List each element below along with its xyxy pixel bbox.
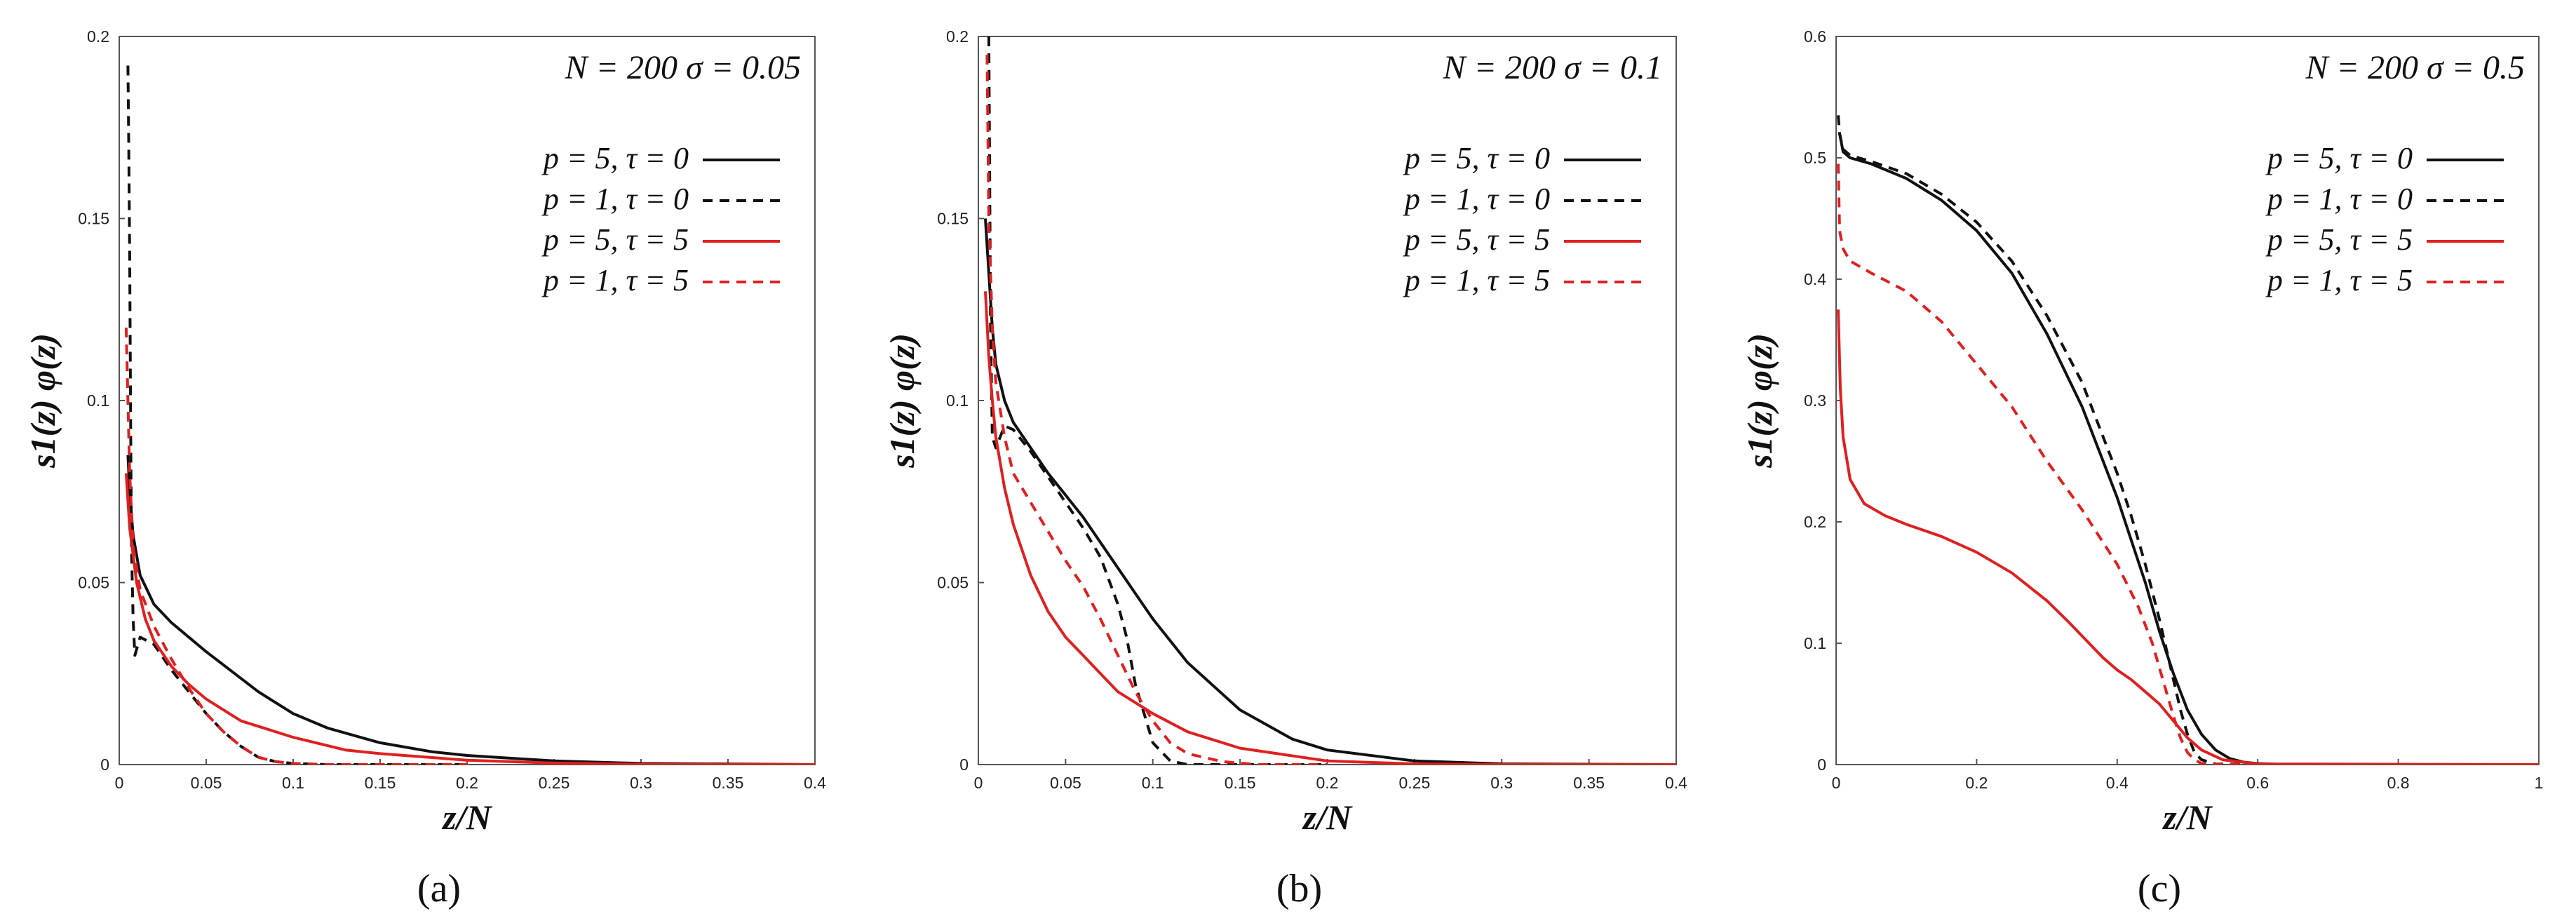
x-tick-label: 0.6 <box>2246 774 2269 792</box>
x-tick-label: 0.35 <box>713 774 744 792</box>
legend: p = 5, τ = 0 p = 1, τ = 0 p = 5, τ = 5 p = … <box>2265 141 2504 297</box>
legend-entry-4: p = 1, τ = 5 <box>1403 263 1550 297</box>
legend-entry-1: p = 5, τ = 0 <box>1403 141 1550 175</box>
x-tick-label: 0.05 <box>1050 774 1081 792</box>
x-tick-label: 0 <box>974 774 983 792</box>
series-line-2 <box>987 36 1328 765</box>
y-axis-label: s1(z) φ(z) <box>882 333 922 469</box>
series-line-1 <box>126 455 815 765</box>
x-tick-label: 0.1 <box>1142 774 1164 792</box>
x-tick-label: 0.35 <box>1573 774 1605 792</box>
y-axis-label: s1(z) φ(z) <box>23 333 62 469</box>
x-tick-label: 0.2 <box>1965 774 1988 792</box>
panel-annotation: N = 200 σ = 0.5 <box>2305 49 2525 86</box>
x-tick-label: 0.4 <box>2106 774 2129 792</box>
plot-area <box>124 65 815 765</box>
series-line-2 <box>1837 115 2539 765</box>
series-line-4 <box>124 328 467 765</box>
legend-entry-2: p = 1, τ = 0 <box>1403 182 1550 216</box>
legend-entry-2: p = 1, τ = 0 <box>541 182 689 216</box>
chart-panel-1: 0 0.05 0.1 0.15 0.2 0.25 0.3 0.35 0.4 0 0.05 0.1 0.1… <box>23 27 826 910</box>
y-tick-label: 0.3 <box>1804 391 1826 410</box>
y-tick-label: 0.2 <box>946 27 969 46</box>
y-tick-label: 0.05 <box>78 574 109 592</box>
series-line-1 <box>984 218 1676 765</box>
x-tick-label: 0.2 <box>1316 774 1339 792</box>
plot-area <box>1837 115 2539 765</box>
legend-entry-2: p = 1, τ = 0 <box>2265 182 2413 216</box>
chart-panel-3: 0 0.2 0.4 0.6 0.8 1 0 0.1 0.2 0.3 0.4 0.5 0.6 z/N s1(z… <box>1740 27 2543 910</box>
legend: p = 5, τ = 0 p = 1, τ = 0 p = 5, τ = 5 p = … <box>541 141 780 297</box>
y-tick-label: 0.1 <box>87 391 109 410</box>
legend-entry-3: p = 5, τ = 5 <box>2265 222 2413 257</box>
y-tick-label: 0 <box>1817 755 1826 774</box>
plot-frame <box>1835 36 2540 765</box>
series-line-2 <box>126 65 467 765</box>
y-tick-label: 0 <box>100 755 109 774</box>
legend-entry-1: p = 5, τ = 0 <box>541 141 689 175</box>
legend-entry-1: p = 5, τ = 0 <box>2265 141 2413 175</box>
x-tick-label: 0.4 <box>804 774 826 792</box>
series-line-4 <box>1837 163 2539 765</box>
legend-entry-4: p = 1, τ = 5 <box>541 263 689 297</box>
y-tick-label: 0 <box>959 755 969 774</box>
y-tick-label: 0.5 <box>1804 149 1826 167</box>
y-tick-label: 0.15 <box>937 210 969 228</box>
y-tick-label: 0.05 <box>937 574 969 592</box>
series-line-1 <box>1838 133 2539 765</box>
x-tick-label: 0.2 <box>456 774 478 792</box>
x-axis-label: z/N <box>2162 798 2213 837</box>
x-tick-label: 0.15 <box>365 774 396 792</box>
y-tick-label: 0.15 <box>78 210 109 228</box>
panel-label: (b) <box>1276 867 1322 910</box>
y-tick-label: 0.2 <box>1804 513 1826 531</box>
legend-entry-3: p = 5, τ = 5 <box>541 222 689 257</box>
panel-annotation: N = 200 σ = 0.05 <box>565 49 801 86</box>
series-line-3 <box>1837 309 2539 765</box>
y-tick-label: 0.6 <box>1804 27 1826 46</box>
x-axis-label: z/N <box>441 798 492 837</box>
x-tick-label: 0.1 <box>282 774 304 792</box>
x-tick-label: 0.15 <box>1225 774 1256 792</box>
series-line-4 <box>985 54 1328 765</box>
legend: p = 5, τ = 0 p = 1, τ = 0 p = 5, τ = 5 p = … <box>1403 141 1641 297</box>
x-tick-label: 0 <box>1832 774 1841 792</box>
x-tick-label: 0 <box>115 774 124 792</box>
x-tick-label: 0.8 <box>2387 774 2410 792</box>
series-line-3 <box>124 473 815 765</box>
x-tick-label: 0.25 <box>539 774 570 792</box>
x-tick-label: 0.05 <box>191 774 222 792</box>
x-tick-label: 0.3 <box>630 774 652 792</box>
plot-area <box>984 36 1676 765</box>
panel-label: (c) <box>2138 867 2181 910</box>
x-tick-label: 1 <box>2535 774 2544 792</box>
y-tick-label: 0.1 <box>1804 634 1826 652</box>
y-tick-label: 0.4 <box>1804 270 1826 288</box>
x-axis-label: z/N <box>1302 798 1353 837</box>
y-tick-label: 0.1 <box>946 391 969 410</box>
panel-annotation: N = 200 σ = 0.1 <box>1443 49 1662 86</box>
chart-panel-2: 0 0.05 0.1 0.15 0.2 0.25 0.3 0.35 0.4 0 0.05 0.1 0.1… <box>882 27 1687 910</box>
plot-frame <box>119 36 816 765</box>
legend-entry-3: p = 5, τ = 5 <box>1403 222 1550 257</box>
y-tick-label: 0.2 <box>87 27 109 46</box>
series-line-3 <box>984 291 1676 765</box>
x-tick-label: 0.3 <box>1490 774 1513 792</box>
y-axis-label: s1(z) φ(z) <box>1740 333 1779 469</box>
panel-label: (a) <box>417 867 461 910</box>
x-tick-label: 0.4 <box>1665 774 1687 792</box>
legend-entry-4: p = 1, τ = 5 <box>2265 263 2413 297</box>
x-tick-label: 0.25 <box>1398 774 1430 792</box>
